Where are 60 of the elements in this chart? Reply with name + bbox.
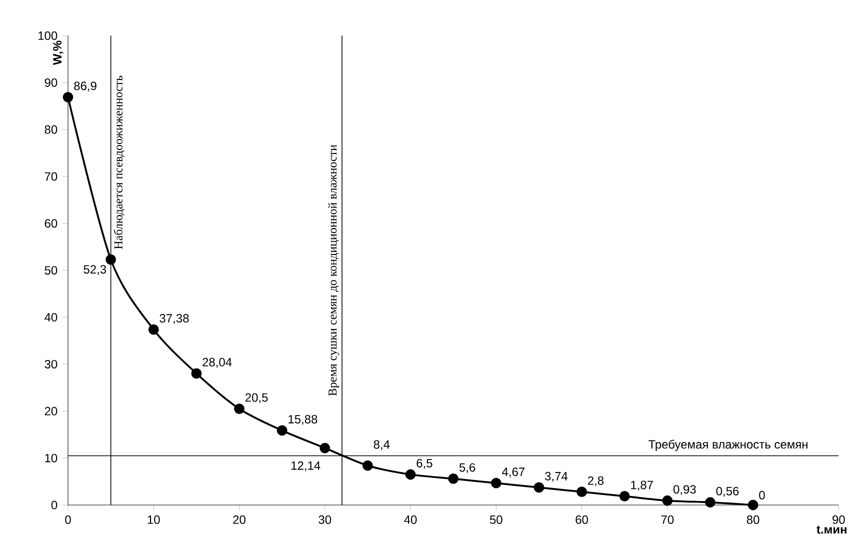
y-tick-label: 20 [44, 406, 58, 416]
ref-line-label: Время сушки семян до кондиционной влажности [328, 144, 340, 396]
x-axis-title: t.мин [816, 526, 846, 534]
point [405, 469, 416, 480]
point [148, 324, 159, 335]
point [106, 254, 116, 265]
y-tick-label: 50 [44, 266, 58, 275]
point [234, 404, 244, 414]
x-tick-label: 90 [832, 515, 845, 524]
point [748, 500, 758, 510]
x-tick-label: 70 [661, 515, 674, 524]
point [662, 495, 673, 506]
data-label: 8,4 [374, 440, 390, 450]
data-label: 86,9 [74, 82, 96, 92]
data-label: 4,67 [502, 468, 524, 478]
point [576, 486, 587, 498]
point [448, 474, 459, 484]
x-tick-label: 80 [746, 515, 760, 524]
data-label: 5,6 [459, 463, 476, 474]
data-label: 2,8 [588, 476, 604, 486]
y-tick-label: 80 [44, 125, 58, 134]
y-tick-label: 60 [44, 219, 58, 228]
x-tick-label: 40 [404, 515, 417, 524]
x-tick-label: 60 [576, 515, 588, 524]
point [534, 482, 544, 493]
point [191, 368, 202, 379]
data-label: 3,74 [545, 472, 568, 482]
data-label: 12,14 [292, 461, 320, 472]
point [362, 460, 373, 471]
x-tick-label: 20 [233, 515, 246, 524]
y-tick-label: 10 [45, 454, 58, 462]
data-label: 0,56 [716, 486, 739, 497]
data-label: 20,5 [245, 393, 268, 404]
y-tick-label: 70 [44, 172, 58, 181]
ref-line-label: Требуемая влажность семян [648, 440, 808, 452]
y-tick-label: 0 [51, 500, 58, 510]
point [705, 497, 716, 508]
y-tick-label: 40 [44, 313, 58, 322]
data-label: 0,93 [673, 485, 696, 496]
data-label: 1,87 [631, 480, 653, 491]
point [320, 442, 330, 454]
data-label: 0 [759, 490, 765, 500]
data-label: 6,5 [416, 458, 432, 469]
point [62, 92, 74, 102]
x-tick-label: 10 [148, 515, 160, 524]
point [276, 425, 288, 436]
data-label: 28,04 [202, 358, 232, 368]
y-axis-title: W,% [53, 40, 64, 66]
data-label: 15,88 [288, 414, 318, 425]
x-tick-label: 0 [65, 515, 71, 524]
x-tick-label: 50 [490, 515, 502, 524]
x-tick-label: 30 [318, 515, 332, 524]
y-tick-label: 100 [38, 31, 58, 40]
point [619, 491, 630, 502]
data-label: 52,3 [84, 265, 106, 276]
y-tick-label: 30 [44, 360, 58, 368]
point [490, 478, 502, 488]
data-label: 37,38 [160, 314, 189, 324]
ref-line-label: Наблюдается псевдоожиженность [114, 76, 125, 249]
y-tick-label: 90 [44, 78, 58, 87]
